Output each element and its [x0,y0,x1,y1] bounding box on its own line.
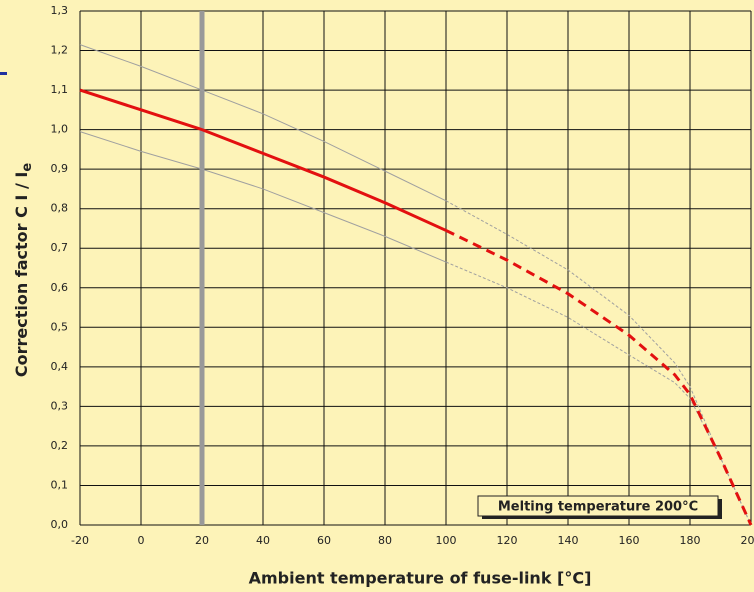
y-tick-label: 0,9 [51,162,69,175]
line-series [79,44,447,202]
x-tick-label: 120 [497,534,518,547]
y-tick-label: 0,3 [51,399,69,412]
y-tick-label: 1,2 [51,44,69,57]
x-tick-label: 20 [195,534,209,547]
decoration [0,72,7,75]
y-tick-label: 0,7 [51,241,69,254]
line-series [79,131,447,263]
y-tick-label: 1,1 [51,83,69,96]
y-tick-label: 0,8 [51,202,69,215]
x-tick-label: 100 [436,534,457,547]
y-tick-label: 0,5 [51,320,69,333]
y-label-main: Correction factor C I / I [12,172,31,377]
x-tick-label: 0 [138,534,145,547]
y-tick-label: 0,2 [51,439,69,452]
line-series [79,88,447,232]
annotation: Melting temperature 200°C [498,500,698,515]
x-tick-label: 180 [680,534,701,547]
x-tick-label: 80 [378,534,392,547]
x-tick-label: -20 [71,534,89,547]
y-tick-label: 0,6 [51,281,69,294]
x-tick-label: 160 [619,534,640,547]
x-tick-label: 60 [317,534,331,547]
x-tick-label: 200 [741,534,754,547]
y-label-sub: e [20,163,35,172]
y-tick-label: 1,3 [51,4,69,17]
line-series [445,229,753,526]
y-axis-label: Correction factor C I / Ie [12,163,35,377]
y-tick-label: 1,0 [51,123,69,136]
x-tick-label: 140 [558,534,579,547]
x-tick-label: 40 [256,534,270,547]
annotation-box [477,495,719,517]
line-series [445,200,752,526]
line-series [445,261,752,526]
y-tick-label: 0,0 [51,518,69,531]
y-tick-label: 0,4 [51,360,69,373]
x-axis-label: Ambient temperature of fuse-link [°C] [249,569,592,588]
y-tick-label: 0,1 [51,478,69,491]
